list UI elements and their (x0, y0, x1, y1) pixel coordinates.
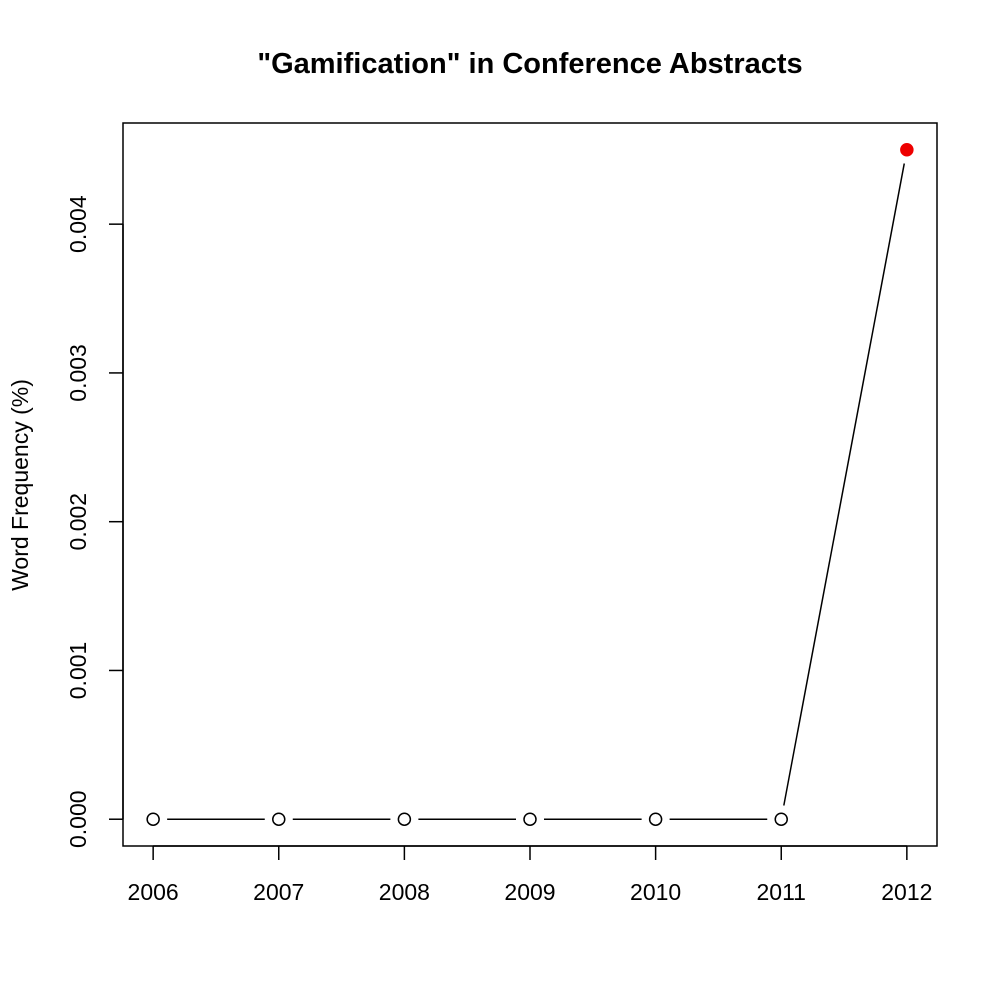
data-point (272, 812, 286, 826)
data-point (648, 812, 663, 826)
x-tick-label: 2011 (757, 879, 806, 905)
data-point (774, 812, 788, 826)
y-tick-label: 0.004 (65, 195, 91, 253)
plot-frame (122, 122, 938, 847)
chart-title: "Gamification" in Conference Abstracts (257, 48, 802, 80)
highlighted-data-point (900, 143, 914, 157)
data-point (146, 812, 160, 826)
x-axis: 2006 2007 2008 2009 2010 2011 2012 (128, 845, 932, 905)
y-axis: 0.000 0.001 0.002 0.003 0.004 (65, 195, 124, 848)
series-points (146, 143, 914, 826)
x-tick-label: 2007 (253, 879, 304, 905)
y-tick-label: 0.001 (65, 642, 91, 700)
x-tick-label: 2010 (630, 879, 681, 905)
y-tick-label: 0.002 (65, 493, 91, 551)
data-point (397, 812, 412, 826)
y-axis-label: Word Frequency (%) (7, 379, 33, 591)
y-tick-label: 0.003 (65, 344, 91, 402)
x-tick-label: 2009 (504, 879, 555, 905)
x-tick-label: 2006 (128, 879, 179, 905)
y-tick-label: 0.000 (65, 790, 91, 848)
x-tick-label: 2008 (379, 879, 430, 905)
line-segment (783, 163, 906, 806)
x-tick-label: 2012 (881, 879, 932, 905)
series-line (167, 163, 906, 820)
data-point (523, 812, 537, 826)
